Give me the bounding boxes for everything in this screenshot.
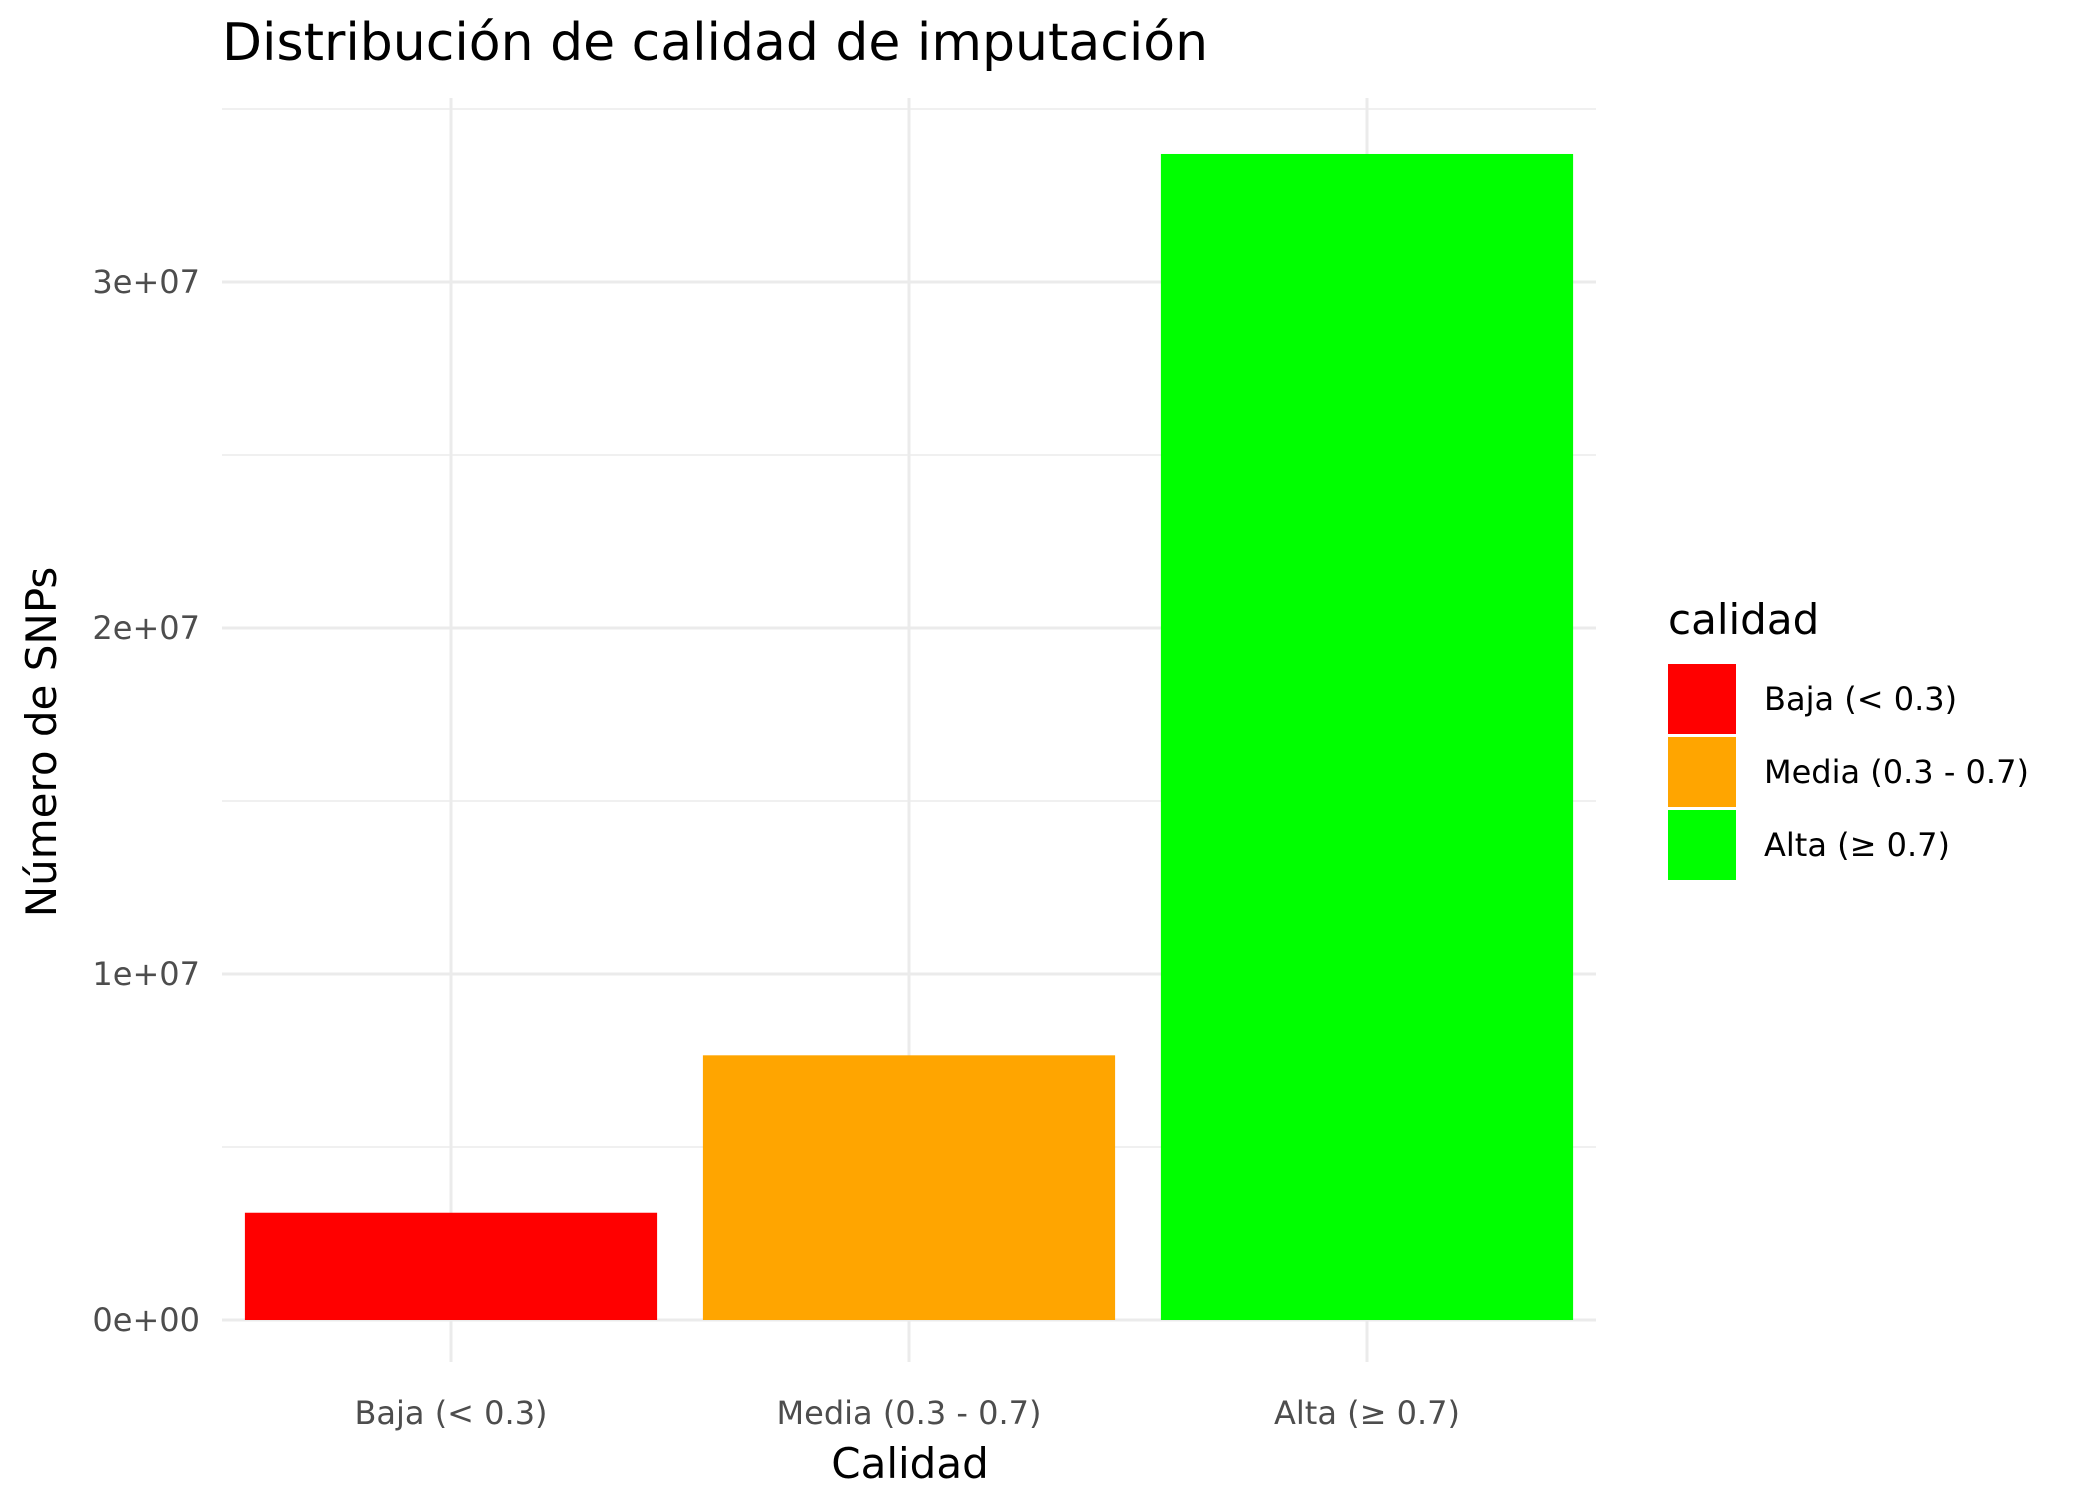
chart-title: Distribución de calidad de imputación xyxy=(222,13,1208,73)
y-axis-title: Número de SNPs xyxy=(17,567,66,918)
y-tick-label: 0e+00 xyxy=(92,1301,200,1339)
legend-label: Baja (< 0.3) xyxy=(1764,680,1957,718)
legend-title: calidad xyxy=(1668,595,1819,644)
x-tick-label: Alta (≥ 0.7) xyxy=(1274,1394,1460,1432)
x-tick-label: Baja (< 0.3) xyxy=(354,1394,547,1432)
y-axis-ticks: 0e+00 1e+07 2e+07 3e+07 xyxy=(92,263,200,1339)
bar-1 xyxy=(702,1055,1116,1320)
y-tick-label: 2e+07 xyxy=(92,609,200,647)
legend-key xyxy=(1668,737,1736,807)
y-tick-label: 1e+07 xyxy=(92,955,200,993)
bar-0 xyxy=(244,1212,658,1320)
legend-key xyxy=(1668,810,1736,880)
y-tick-label: 3e+07 xyxy=(92,263,200,301)
x-axis-title: Calidad xyxy=(831,1439,988,1488)
legend-label: Media (0.3 - 0.7) xyxy=(1764,753,2029,791)
legend-label: Alta (≥ 0.7) xyxy=(1764,826,1950,864)
legend: calidad Baja (< 0.3) Media (0.3 - 0.7) Alt… xyxy=(1668,595,2029,880)
bar-2 xyxy=(1160,153,1574,1321)
x-tick-label: Media (0.3 - 0.7) xyxy=(777,1394,1042,1432)
x-axis-ticks: Baja (< 0.3) Media (0.3 - 0.7) Alta (≥ 0.7… xyxy=(354,1394,1460,1432)
legend-key xyxy=(1668,664,1736,734)
bars xyxy=(244,153,1574,1321)
